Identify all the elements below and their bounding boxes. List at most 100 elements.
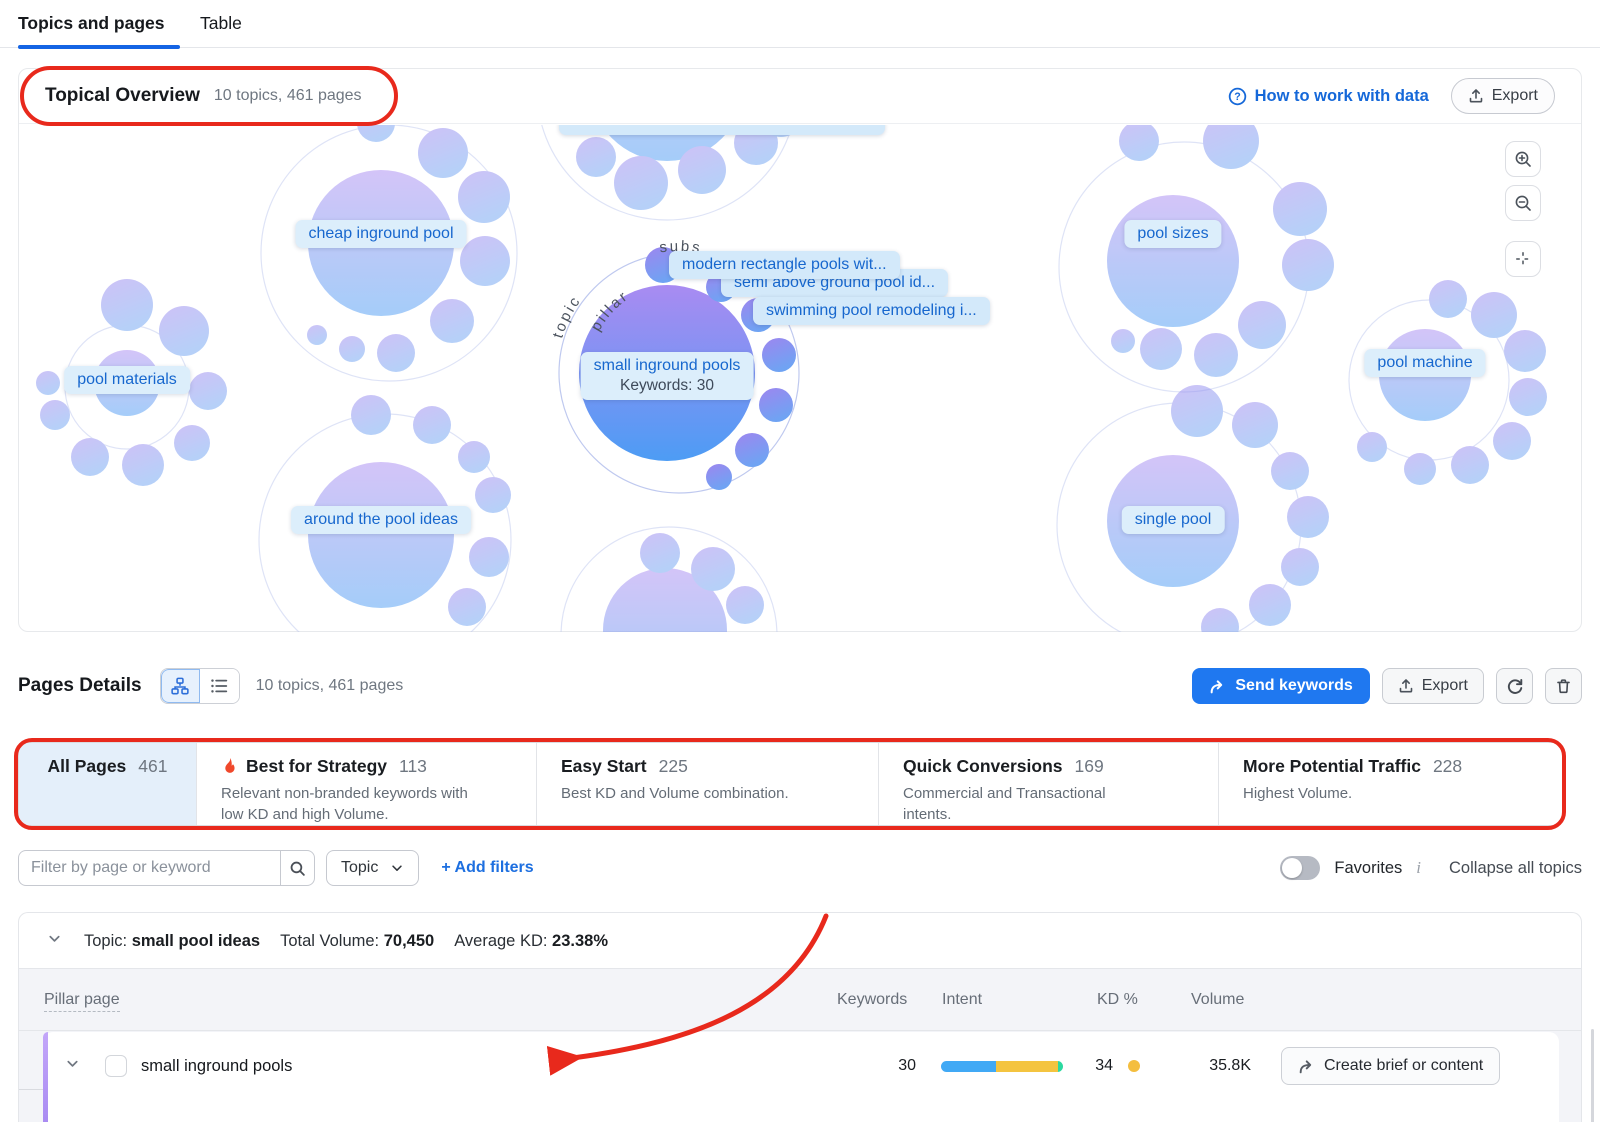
intent-bar <box>941 1061 1063 1072</box>
send-arrow-icon <box>1211 679 1223 693</box>
favorites-toggle[interactable] <box>1280 856 1321 880</box>
ring-word-topic: topic <box>549 292 584 340</box>
column-header-volume[interactable]: Volume <box>1191 991 1245 1008</box>
volume-value: 35.8K <box>1209 1057 1251 1074</box>
topic-label: Topic: <box>84 931 128 950</box>
intent-segment <box>941 1061 996 1072</box>
filter-input[interactable] <box>18 850 280 886</box>
upload-icon <box>1399 679 1413 693</box>
topic-name: small pool ideas <box>131 931 261 950</box>
average-kd-label: Average KD: <box>454 931 548 950</box>
center-map-button[interactable] <box>1505 241 1541 277</box>
kd-value: 34 <box>1095 1057 1113 1074</box>
keywords-count: 30 <box>898 1057 916 1074</box>
list-icon <box>211 679 228 693</box>
pages-table: Pillar page Keywords Intent KD % Volume … <box>18 968 1594 1122</box>
subpage-callout[interactable]: modern rectangle pools wit... <box>669 251 900 279</box>
topical-overview-meta: 10 topics, 461 pages <box>213 87 362 104</box>
send-arrow-icon <box>1299 1059 1312 1073</box>
card-desc: Commercial and Transactional intents. <box>903 785 1106 824</box>
active-tab-underline <box>18 45 180 49</box>
topic-label-around-the-pool-ideas[interactable]: around the pool ideas <box>291 506 471 534</box>
subpage-callout[interactable]: swimming pool remodeling i... <box>753 297 990 325</box>
create-brief-button[interactable]: Create brief or content <box>1281 1047 1501 1085</box>
chevron-down-icon <box>67 1060 78 1067</box>
chevron-down-icon <box>49 935 60 942</box>
topic-label-single-pool[interactable]: single pool <box>1121 506 1225 534</box>
card-desc: Highest Volume. <box>1243 785 1353 802</box>
topical-overview-title: Topical Overview <box>45 85 200 106</box>
clipped-callout[interactable] <box>559 125 885 135</box>
svg-text:?: ? <box>1234 91 1241 103</box>
search-button[interactable] <box>280 850 315 886</box>
column-header-pillar-page[interactable]: Pillar page <box>44 969 120 1031</box>
row-checkbox[interactable] <box>105 1055 127 1077</box>
intent-segment <box>1058 1061 1063 1072</box>
search-icon <box>290 861 305 876</box>
card-easy-start[interactable]: Easy Start 225 Best KD and Volume combina… <box>537 743 879 825</box>
zoom-in-button[interactable] <box>1505 141 1541 177</box>
card-quick-conversions[interactable]: Quick Conversions 169 Commercial and Tran… <box>879 743 1219 825</box>
pages-details-toolbar: Pages Details 10 topics, 461 pages <box>18 668 1582 704</box>
topic-filter-dropdown[interactable]: Topic <box>326 850 420 886</box>
tree-view-button[interactable] <box>160 669 200 703</box>
tab-table[interactable]: Table <box>200 13 242 33</box>
strategy-filter-cards: All Pages 461 Best for Strategy 113 Releva… <box>18 742 1564 826</box>
view-mode-switch <box>159 668 240 704</box>
topic-label-pool-machine[interactable]: pool machine <box>1364 349 1486 377</box>
card-desc: Best KD and Volume combination. <box>561 785 789 802</box>
how-to-work-with-data-link[interactable]: ? How to work with data <box>1228 87 1429 106</box>
cluster-top-cut[interactable] <box>537 125 805 221</box>
add-filters-link[interactable]: + Add filters <box>441 859 534 876</box>
tab-topics-and-pages[interactable]: Topics and pages <box>18 13 165 33</box>
cluster-cheap-inground-pool[interactable] <box>260 125 518 382</box>
sitemap-icon <box>171 677 189 695</box>
list-view-button[interactable] <box>199 669 239 703</box>
cluster-pool-sizes[interactable] <box>1058 125 1334 393</box>
info-icon[interactable]: i <box>1416 858 1422 877</box>
cluster-around-the-pool-ideas[interactable] <box>258 395 512 632</box>
upload-icon <box>1469 89 1483 103</box>
column-header-keywords[interactable]: Keywords <box>837 991 908 1008</box>
topical-overview-panel: Topical Overview 10 topics, 461 pages ? … <box>18 68 1582 632</box>
zoom-out-icon <box>1515 195 1531 211</box>
topic-label-pool-sizes[interactable]: pool sizes <box>1124 220 1222 248</box>
total-volume-label: Total Volume: <box>280 931 380 950</box>
expand-row-chevron[interactable] <box>65 1056 80 1076</box>
refresh-button[interactable] <box>1496 668 1533 704</box>
trash-icon <box>1557 678 1570 693</box>
column-header-kd[interactable]: KD % <box>1097 991 1138 1008</box>
flame-icon <box>225 757 235 773</box>
topical-overview-header: Topical Overview 10 topics, 461 pages ? … <box>19 69 1581 124</box>
topic-label-pool-materials[interactable]: pool materials <box>64 366 190 394</box>
pages-details-meta: 10 topics, 461 pages <box>255 677 404 694</box>
column-header-intent[interactable]: Intent <box>942 991 983 1008</box>
pillar-page-name[interactable]: small inground pools <box>141 1057 293 1075</box>
send-keywords-button[interactable]: Send keywords <box>1192 668 1370 704</box>
gutter-line <box>19 1089 43 1090</box>
average-kd-value: 23.38% <box>552 931 609 950</box>
zoom-out-button[interactable] <box>1505 185 1541 221</box>
filters-row: Topic + Add filters Favorites i Collapse… <box>18 850 1582 886</box>
cluster-bottom-cut[interactable] <box>560 526 778 632</box>
table-row[interactable]: small inground pools 30 34 35.8K Create … <box>43 1032 1559 1122</box>
topic-group-row: Topic: small pool ideas Total Volume: 70… <box>18 912 1582 969</box>
intent-segment <box>995 1061 1059 1072</box>
delete-button[interactable] <box>1545 668 1582 704</box>
topic-bubble-map[interactable]: topic pillar subs cheap inground pool poo… <box>19 125 1581 632</box>
collapse-topic-chevron[interactable] <box>47 931 62 951</box>
kd-difficulty-dot <box>1128 1060 1140 1072</box>
question-circle-icon: ? <box>1228 87 1246 105</box>
chevron-down-icon <box>392 865 403 871</box>
export-button-top[interactable]: Export <box>1450 78 1555 114</box>
card-all-pages[interactable]: All Pages 461 <box>19 743 197 825</box>
cluster-pool-machine[interactable] <box>1348 280 1547 485</box>
favorites-label: Favorites <box>1334 858 1403 877</box>
topic-label-cheap-inground-pool[interactable]: cheap inground pool <box>295 220 467 248</box>
card-more-potential-traffic[interactable]: More Potential Traffic 228 Highest Volume… <box>1219 743 1563 825</box>
scrollbar-track[interactable] <box>1591 1029 1594 1122</box>
export-button-table[interactable]: Export <box>1381 668 1484 704</box>
topic-label-small-inground-pools[interactable]: small inground pools Keywords: 30 <box>580 352 754 400</box>
card-best-for-strategy[interactable]: Best for Strategy 113 Relevant non-brande… <box>197 743 537 825</box>
collapse-all-topics-link[interactable]: Collapse all topics <box>1449 858 1582 877</box>
